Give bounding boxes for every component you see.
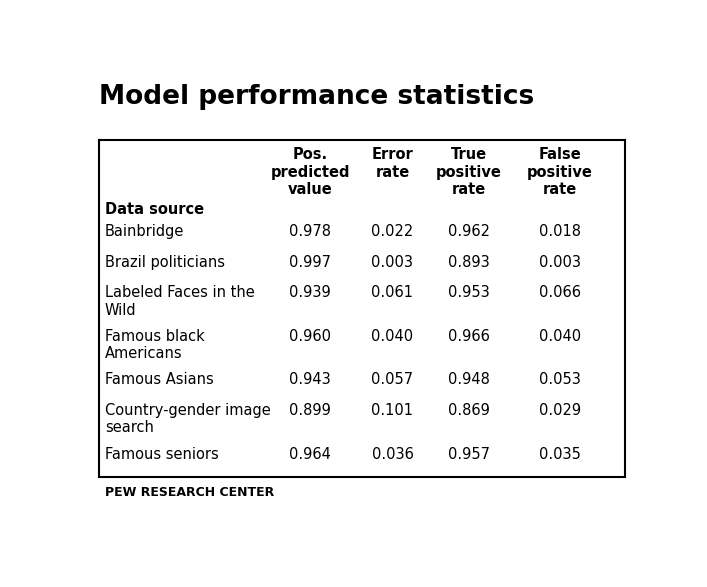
- Text: 0.899: 0.899: [289, 403, 331, 418]
- Text: 0.022: 0.022: [371, 224, 414, 239]
- Text: 0.953: 0.953: [448, 285, 490, 300]
- Text: 0.029: 0.029: [539, 403, 580, 418]
- Text: 0.997: 0.997: [289, 255, 332, 269]
- Text: Famous black
Americans: Famous black Americans: [105, 329, 204, 361]
- Text: 0.943: 0.943: [289, 373, 331, 387]
- Text: Bainbridge: Bainbridge: [105, 224, 185, 239]
- Text: 0.957: 0.957: [448, 447, 490, 462]
- Text: Country-gender image
search: Country-gender image search: [105, 403, 271, 436]
- Text: 0.101: 0.101: [371, 403, 414, 418]
- Text: Famous seniors: Famous seniors: [105, 447, 218, 462]
- Text: 0.040: 0.040: [371, 329, 414, 344]
- Text: False
positive
rate: False positive rate: [527, 147, 592, 197]
- Text: 0.053: 0.053: [539, 373, 580, 387]
- Text: Famous Asians: Famous Asians: [105, 373, 214, 387]
- Text: 0.057: 0.057: [371, 373, 414, 387]
- Text: 0.964: 0.964: [289, 447, 331, 462]
- Text: 0.893: 0.893: [448, 255, 490, 269]
- Text: 0.061: 0.061: [371, 285, 414, 300]
- Text: 0.066: 0.066: [539, 285, 580, 300]
- Text: 0.018: 0.018: [539, 224, 580, 239]
- Text: Model performance statistics: Model performance statistics: [99, 84, 534, 110]
- Text: 0.960: 0.960: [289, 329, 332, 344]
- Text: 0.003: 0.003: [371, 255, 414, 269]
- Text: 0.003: 0.003: [539, 255, 580, 269]
- Text: Brazil politicians: Brazil politicians: [105, 255, 225, 269]
- Text: 0.040: 0.040: [539, 329, 580, 344]
- Text: 0.869: 0.869: [448, 403, 490, 418]
- Text: Pos.
predicted
value: Pos. predicted value: [271, 147, 350, 197]
- Text: 0.962: 0.962: [448, 224, 490, 239]
- Text: Error
rate: Error rate: [372, 147, 414, 180]
- Text: PEW RESEARCH CENTER: PEW RESEARCH CENTER: [105, 486, 274, 500]
- Text: 0.948: 0.948: [448, 373, 490, 387]
- Text: 0.036: 0.036: [372, 447, 414, 462]
- Text: 0.939: 0.939: [289, 285, 331, 300]
- Text: 0.966: 0.966: [448, 329, 490, 344]
- Text: 0.978: 0.978: [289, 224, 332, 239]
- Text: Labeled Faces in the
Wild: Labeled Faces in the Wild: [105, 285, 255, 318]
- Text: 0.035: 0.035: [539, 447, 580, 462]
- Text: True
positive
rate: True positive rate: [436, 147, 502, 197]
- Text: Data source: Data source: [105, 203, 204, 217]
